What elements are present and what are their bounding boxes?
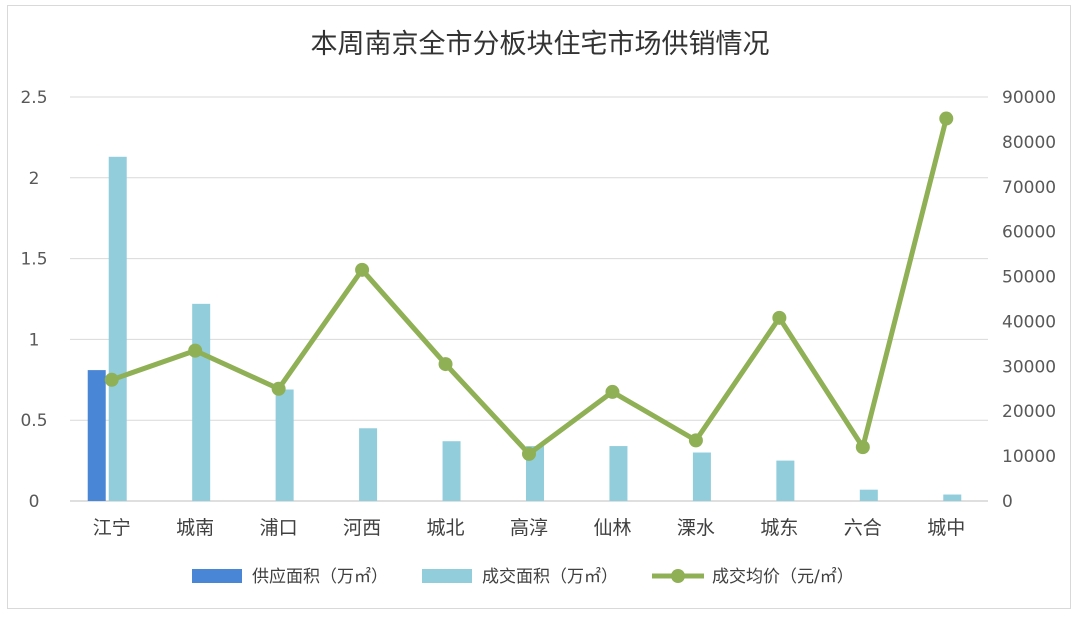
left-tick-label: 0.5 bbox=[20, 411, 47, 431]
gridlines bbox=[70, 96, 988, 502]
deal-area-bar bbox=[192, 303, 211, 501]
category-label: 城北 bbox=[427, 517, 465, 539]
right-tick-label: 80000 bbox=[1002, 133, 1056, 153]
legend-label-deal: 成交面积（万㎡） bbox=[482, 567, 618, 587]
avg-price-point bbox=[355, 262, 370, 277]
left-tick-label: 0 bbox=[29, 492, 40, 512]
left-axis-ticks: 0 0.5 1 1.5 2 2.5 bbox=[20, 88, 47, 512]
category-label: 城东 bbox=[760, 517, 798, 539]
right-tick-label: 60000 bbox=[1002, 223, 1056, 243]
right-tick-label: 10000 bbox=[1002, 447, 1056, 467]
category-label: 江宁 bbox=[93, 517, 131, 539]
right-tick-label: 30000 bbox=[1002, 357, 1056, 377]
category-label: 浦口 bbox=[260, 517, 298, 539]
right-tick-label: 50000 bbox=[1002, 268, 1056, 288]
deal-area-bar bbox=[776, 460, 795, 501]
avg-price-point bbox=[772, 310, 787, 325]
avg-price-line bbox=[110, 117, 949, 457]
avg-price-point bbox=[855, 440, 870, 455]
deal-area-bar bbox=[108, 156, 127, 502]
right-tick-label: 0 bbox=[1002, 492, 1013, 512]
line-series bbox=[104, 111, 954, 461]
avg-price-point bbox=[939, 111, 954, 126]
deal-area-bar bbox=[359, 428, 378, 501]
avg-price-point bbox=[688, 433, 703, 448]
left-tick-label: 2 bbox=[29, 169, 40, 189]
category-label: 六合 bbox=[844, 517, 882, 539]
legend: 供应面积（万㎡） 成交面积（万㎡） 成交均价（元/㎡） bbox=[192, 567, 854, 587]
category-label: 城南 bbox=[176, 517, 214, 539]
category-label: 溧水 bbox=[677, 517, 715, 539]
legend-label-price: 成交均价（元/㎡） bbox=[712, 567, 854, 587]
legend-swatch-supply bbox=[192, 569, 242, 583]
deal-area-bar bbox=[442, 441, 461, 501]
legend-label-supply: 供应面积（万㎡） bbox=[252, 567, 388, 587]
left-tick-label: 2.5 bbox=[20, 88, 47, 108]
chart-title: 本周南京全市分板块住宅市场供销情况 bbox=[311, 29, 770, 60]
chart-frame bbox=[7, 5, 1071, 609]
deal-area-bar bbox=[609, 446, 628, 501]
category-label: 仙林 bbox=[593, 517, 631, 539]
right-tick-label: 40000 bbox=[1002, 312, 1056, 332]
right-tick-label: 70000 bbox=[1002, 178, 1056, 198]
bars bbox=[87, 156, 962, 502]
category-label: 城中 bbox=[927, 517, 965, 539]
right-tick-label: 90000 bbox=[1002, 88, 1056, 108]
right-tick-label: 20000 bbox=[1002, 402, 1056, 422]
right-axis-ticks: 0 10000 20000 30000 40000 50000 60000 70000 8000… bbox=[1002, 88, 1056, 512]
left-tick-label: 1 bbox=[29, 330, 40, 350]
avg-price-point bbox=[605, 384, 620, 399]
deal-area-bar bbox=[943, 494, 962, 501]
avg-price-point bbox=[271, 381, 286, 396]
deal-area-bar bbox=[275, 389, 294, 501]
avg-price-point bbox=[188, 343, 203, 358]
legend-swatch-price-marker bbox=[671, 569, 685, 583]
left-tick-label: 1.5 bbox=[20, 250, 47, 270]
avg-price-point bbox=[104, 372, 119, 387]
avg-price-point bbox=[522, 446, 536, 461]
supply-bar bbox=[87, 370, 106, 501]
avg-price-point bbox=[438, 357, 453, 372]
category-label: 高淳 bbox=[510, 517, 548, 539]
category-labels: 江宁 城南 浦口 河西 城北 高淳 仙林 溧水 城东 六合 城中 bbox=[93, 517, 966, 539]
legend-swatch-deal bbox=[422, 569, 472, 583]
deal-area-bar bbox=[859, 489, 878, 501]
deal-area-bar bbox=[692, 452, 711, 501]
category-label: 河西 bbox=[343, 517, 381, 539]
